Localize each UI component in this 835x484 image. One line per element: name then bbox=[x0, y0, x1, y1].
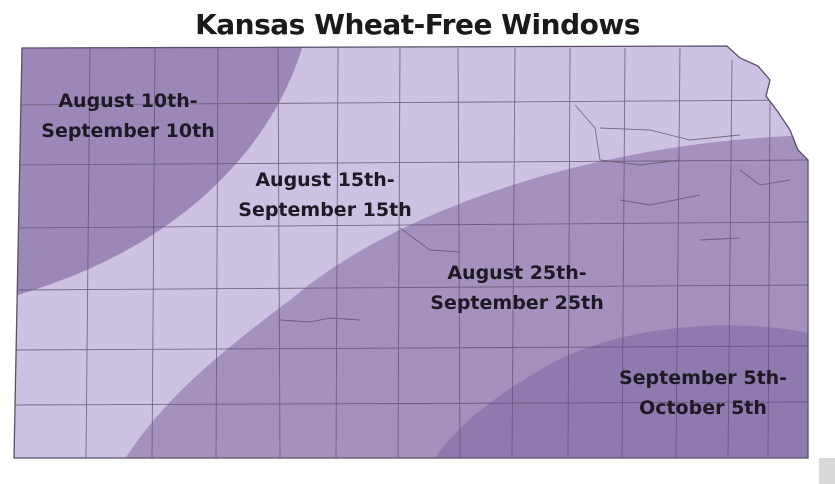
zone-1-region bbox=[14, 46, 312, 296]
scrollbar-corner[interactable] bbox=[819, 458, 835, 484]
zone-4-label-line1: September 5th- bbox=[619, 367, 787, 389]
zone-2-label-line2: September 15th bbox=[238, 199, 411, 221]
state-outline bbox=[13, 45, 809, 459]
zone-3-label-line2: September 25th bbox=[430, 292, 603, 314]
zone-3-label-line1: August 25th- bbox=[447, 262, 586, 284]
zone-1-label-line2: September 10th bbox=[41, 120, 214, 142]
zone-1-label-line1: August 10th- bbox=[58, 90, 197, 112]
zone-4-label-line2: October 5th bbox=[639, 397, 767, 419]
map-title: Kansas Wheat-Free Windows bbox=[195, 8, 640, 41]
zone-2-label-line1: August 15th- bbox=[255, 169, 394, 191]
zone-4-region bbox=[420, 325, 808, 458]
county-lines bbox=[14, 47, 808, 458]
